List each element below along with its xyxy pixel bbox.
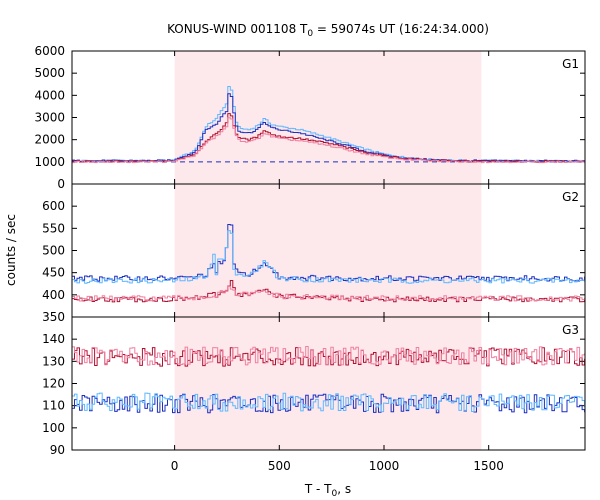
x-axis-label: T - T0, s <box>304 482 351 499</box>
y-tick-label: 2000 <box>34 133 65 147</box>
y-tick-label: 110 <box>42 399 65 413</box>
y-tick-label: 3000 <box>34 111 65 125</box>
y-tick-label: 120 <box>42 377 65 391</box>
series-g3-1 <box>72 346 586 366</box>
y-tick-label: 5000 <box>34 66 65 80</box>
x-tick-label: 500 <box>268 459 291 473</box>
y-tick-label: 1000 <box>34 155 65 169</box>
panels: 0100020003000400050006000G13504004505005… <box>34 44 586 473</box>
y-tick-label: 450 <box>42 266 65 280</box>
series-g1-1 <box>72 93 586 163</box>
series-g2-3 <box>72 286 586 302</box>
chart-title: KONUS-WIND 001108 T0 = 59074s UT (16:24:… <box>167 22 489 39</box>
y-tick-label: 550 <box>42 221 65 235</box>
y-tick-label: 100 <box>42 421 65 435</box>
x-tick-label: 1000 <box>369 459 400 473</box>
y-tick-label: 90 <box>50 443 65 457</box>
x-tick-label: 0 <box>171 459 179 473</box>
x-tick-label: 1500 <box>473 459 504 473</box>
y-tick-label: 500 <box>42 244 65 258</box>
y-axis-label: counts / sec <box>4 214 18 286</box>
panel-label: G3 <box>562 323 579 337</box>
y-tick-label: 140 <box>42 332 65 346</box>
panel-label: G1 <box>562 57 579 71</box>
y-tick-label: 130 <box>42 354 65 368</box>
y-tick-label: 400 <box>42 288 65 302</box>
series-g1-3 <box>72 117 586 164</box>
y-tick-label: 6000 <box>34 44 65 58</box>
series-g3-0 <box>72 347 586 367</box>
panel-g1: 0 1000 2000 3000 4000 5000 6000 G1 <box>34 44 586 191</box>
panel-g3: 90 100 110 120 130 140 G3 <box>42 316 586 457</box>
y-tick-label: 4000 <box>34 88 65 102</box>
panel-label: G2 <box>562 190 579 204</box>
y-tick-label: 600 <box>42 199 65 213</box>
series-g2-1 <box>72 230 586 284</box>
series-g3-3 <box>72 392 586 413</box>
y-tick-label: 350 <box>42 310 65 324</box>
y-tick-label: 0 <box>57 177 65 191</box>
panel-frame <box>71 316 586 451</box>
